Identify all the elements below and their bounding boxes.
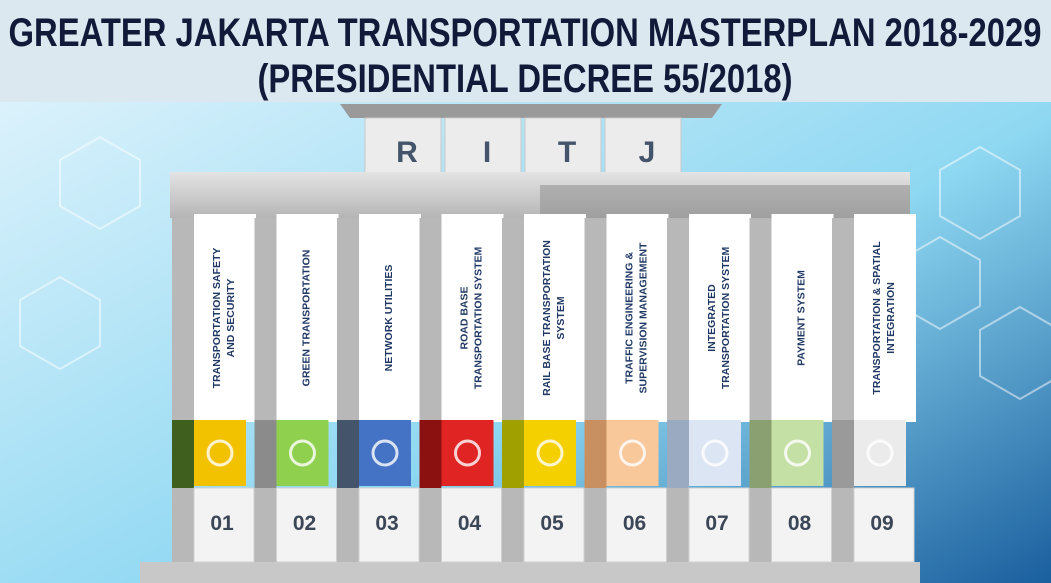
icon-box — [689, 420, 741, 486]
icon-side — [502, 420, 524, 488]
number-box — [771, 487, 832, 563]
pillar-label: TRANSPORTATION SAFETY — [211, 248, 223, 389]
icon-side — [584, 420, 607, 488]
icon-side — [337, 420, 359, 488]
number-box — [523, 487, 585, 563]
number-box — [688, 487, 750, 563]
icon-box — [771, 420, 824, 486]
title-band — [0, 0, 1051, 102]
pillar-label: INTEGRATION — [885, 282, 897, 354]
icon-glyph — [206, 439, 234, 467]
pillar-label: PAYMENT SYSTEM — [796, 270, 808, 366]
roof-letter: R — [396, 136, 418, 169]
pillar-label: TRANSPORTATION SYSTEM — [720, 246, 732, 389]
pillar-label: SUPERVISION MANAGEMENT — [638, 242, 650, 393]
icon-box — [276, 420, 329, 486]
icon-box — [854, 420, 906, 486]
pillar-label: ROAD BASE — [459, 286, 471, 349]
roof-letter: T — [558, 136, 576, 169]
pillar-side — [584, 218, 607, 562]
icon-box — [194, 420, 246, 486]
icon-side — [254, 420, 277, 488]
icon-box — [441, 420, 494, 486]
roof-shade — [540, 185, 910, 218]
pillar-number: 09 — [870, 512, 893, 535]
pillar-face — [771, 214, 834, 422]
number-box — [441, 487, 502, 563]
pillar-side — [502, 218, 524, 562]
icon-side — [419, 420, 442, 488]
icon-side — [667, 420, 689, 488]
icon-side — [172, 420, 194, 488]
pillar-label: TRANSPORTATION & SPATIAL — [871, 241, 883, 395]
pillar-label: AND SECURITY — [225, 279, 237, 358]
title-line: GREATER JAKARTA TRANSPORTATION MASTERPLA… — [9, 10, 1042, 55]
pillar-side — [832, 218, 854, 562]
pillar-face — [689, 214, 751, 422]
title-line: (PRESIDENTIAL DECREE 55/2018) — [257, 56, 792, 101]
pillar-face — [854, 214, 916, 422]
pillar-face — [359, 214, 421, 422]
pillar-label: RAIL BASE TRANSPORTATION — [541, 240, 553, 396]
pillar-number: 08 — [788, 512, 812, 535]
roof-cap — [340, 104, 722, 118]
pillar-label: TRAFFIC ENGINEERING & — [624, 252, 636, 384]
icon-glyph — [289, 439, 316, 467]
pillar-side — [172, 218, 194, 562]
pillar-number: 03 — [375, 512, 398, 535]
pillar-label: GREEN TRANSPORTATION — [301, 250, 313, 387]
icon-glyph — [784, 439, 811, 467]
pillar-face — [194, 214, 256, 422]
base — [140, 562, 920, 583]
pillar-number: 02 — [293, 512, 316, 535]
pillar-label: NETWORK UTILITIES — [383, 265, 395, 372]
number-box — [606, 487, 667, 563]
number-box — [358, 487, 420, 563]
pillar-label: TRANSPORTATION SYSTEM — [473, 246, 485, 389]
pillar-side — [419, 218, 442, 562]
pillar-number: 05 — [540, 512, 564, 535]
icon-box — [524, 420, 576, 486]
pillar-face — [276, 214, 339, 422]
number-box — [853, 487, 915, 563]
icon-glyph — [454, 439, 481, 467]
icon-side — [749, 420, 772, 488]
pillar-number: 06 — [623, 512, 646, 535]
icon-box — [606, 420, 659, 486]
pillar-label: SYSTEM — [555, 296, 567, 339]
icon-side — [832, 420, 854, 488]
pillar-face — [524, 214, 586, 422]
pillar-number: 04 — [458, 512, 482, 535]
pillar-side — [337, 218, 359, 562]
pillar-side — [749, 218, 772, 562]
pillar-side — [667, 218, 689, 562]
icon-glyph — [371, 439, 399, 467]
icon-box — [359, 420, 411, 486]
pillar-number: 07 — [705, 512, 728, 535]
pillar-face — [606, 214, 669, 422]
icon-glyph — [701, 439, 729, 467]
number-box — [276, 487, 337, 563]
icon-glyph — [866, 439, 894, 467]
icon-glyph — [536, 439, 564, 467]
roof-letter: I — [483, 136, 491, 169]
roof-letter: J — [639, 136, 656, 169]
number-box — [193, 487, 255, 563]
pillar-number: 01 — [210, 512, 234, 535]
icon-glyph — [619, 439, 646, 467]
pillar-label: INTEGRATED — [706, 284, 718, 352]
pillar-face — [441, 214, 504, 422]
pillar-side — [254, 218, 277, 562]
